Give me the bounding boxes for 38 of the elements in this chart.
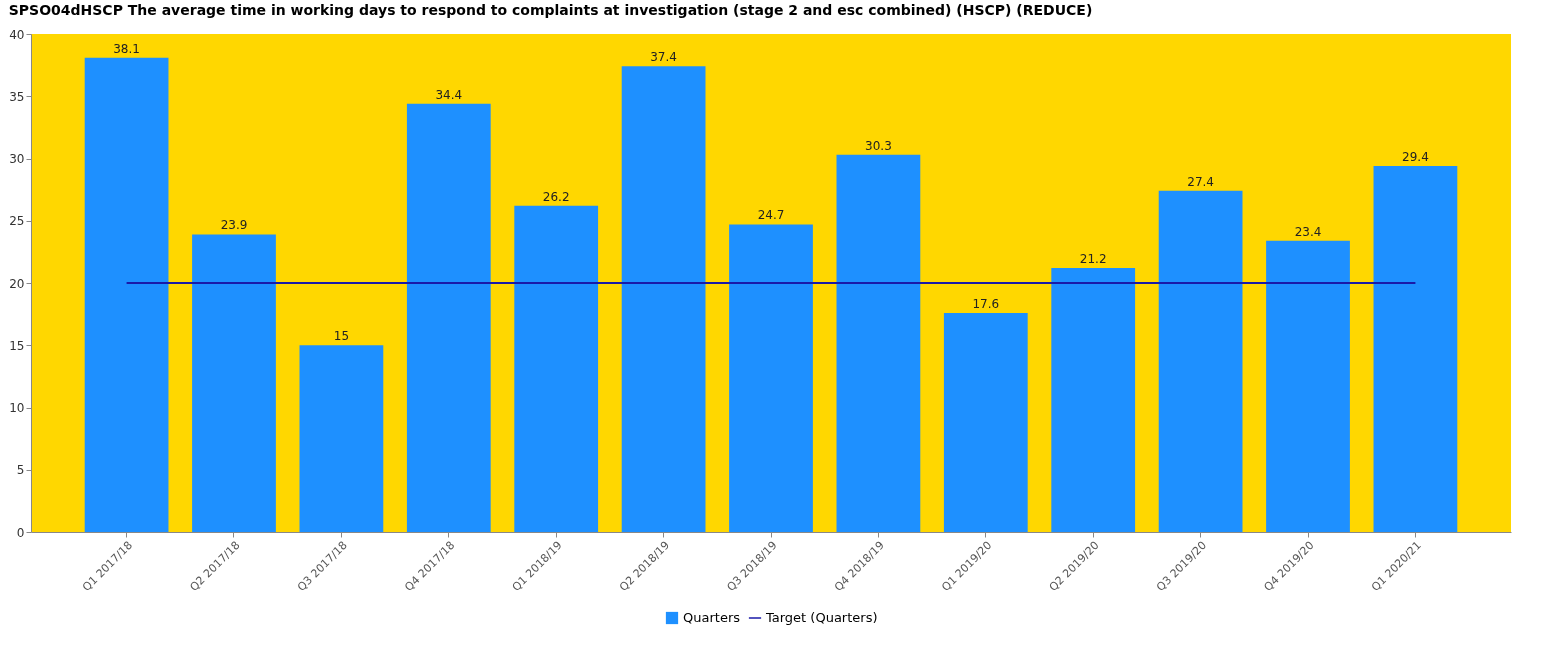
bar [621, 66, 706, 532]
bar [84, 57, 169, 532]
bar [514, 205, 599, 532]
data-label: 27.4 [1187, 174, 1214, 189]
data-label: 29.4 [1402, 149, 1429, 164]
data-label: 23.9 [220, 218, 248, 233]
y-tick-label: 25 [9, 214, 25, 229]
y-tick-label: 10 [9, 401, 25, 415]
bar [1373, 165, 1458, 532]
y-tick-label: 0 [16, 525, 25, 540]
data-label: 21.2 [1079, 252, 1107, 267]
y-tick-label: 20 [9, 276, 25, 291]
bar [299, 345, 384, 532]
data-label: 15 [333, 329, 350, 344]
bar [1158, 190, 1243, 532]
legend-label: Target (Quarters) [765, 610, 878, 625]
y-tick-label: 15 [9, 338, 25, 353]
y-tick-label: 40 [9, 27, 25, 42]
data-label: 34.4 [435, 87, 463, 102]
data-label: 17.6 [972, 296, 1000, 311]
chart-title: SPSO04dHSCP The average time in working days to respond to complaints at investigation (stage 2 and esc combined) (HSCP) (REDUCE) [8, 2, 1093, 18]
bar [729, 224, 813, 532]
legend-label: Quarters [683, 610, 741, 625]
bar [192, 234, 276, 532]
y-tick-label: 5 [16, 463, 25, 478]
data-label: 24.7 [757, 208, 785, 223]
y-tick-label: 35 [9, 89, 25, 104]
y-tick-label: 30 [9, 152, 25, 166]
data-label: 38.1 [113, 41, 140, 56]
bar [1266, 240, 1350, 532]
bar [406, 103, 491, 532]
data-label: 23.4 [1294, 224, 1322, 239]
data-label: 26.2 [542, 189, 570, 204]
bar [943, 312, 1028, 532]
data-label: 30.3 [865, 138, 892, 153]
bar [1051, 268, 1136, 532]
bar [836, 154, 921, 532]
data-label: 37.4 [650, 50, 677, 65]
